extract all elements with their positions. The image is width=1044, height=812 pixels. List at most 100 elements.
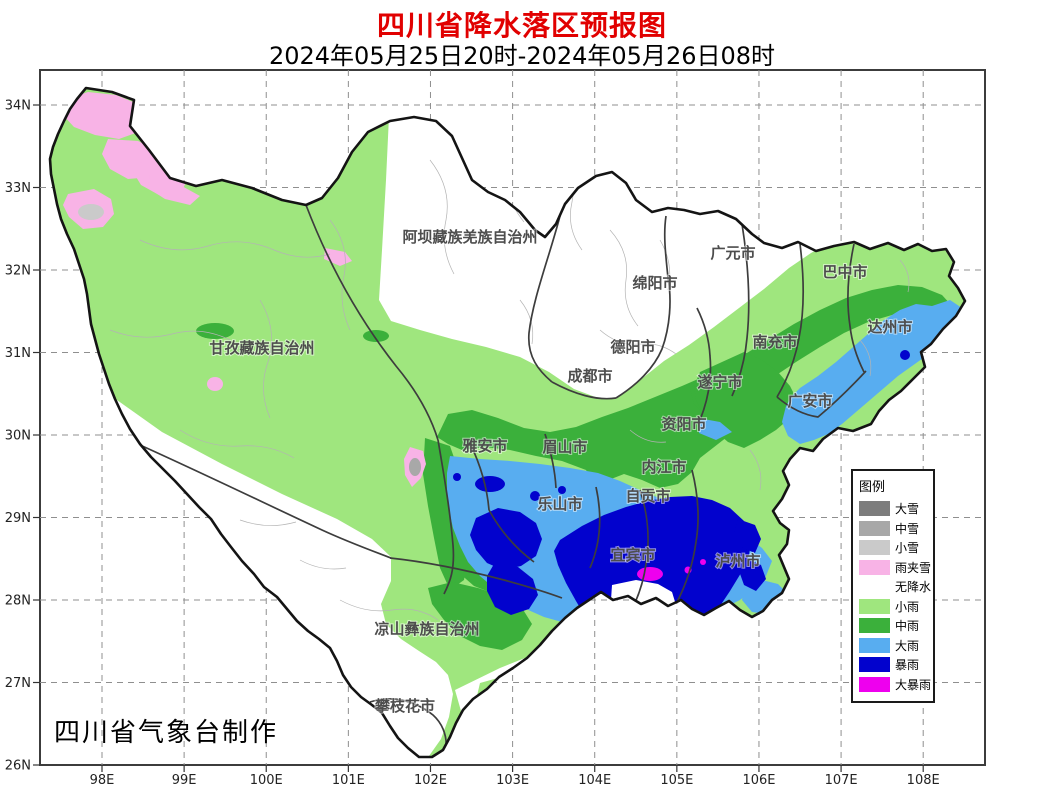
- longitude-label: 102E: [414, 773, 447, 788]
- city-label: 泸州市: [715, 552, 760, 570]
- rainstorm-spot: [558, 486, 566, 494]
- moderate-rain-spot: [196, 323, 234, 339]
- sleet-nw-1: [61, 92, 149, 139]
- city-label: 自贡市: [625, 487, 670, 505]
- city-label: 内江市: [641, 458, 686, 476]
- longitude-label: 105E: [660, 773, 693, 788]
- city-label: 阿坝藏族羌族自治州: [402, 228, 537, 246]
- latitude-label: 28N: [5, 594, 31, 609]
- axis-labels: 98E 99E 100E 101E 102E 103E 104E 105E 106E 107E 10…: [5, 99, 940, 789]
- credit-text: 四川省气象台制作: [54, 718, 279, 748]
- light-snow-patch: [78, 204, 104, 220]
- city-label: 攀枝花市: [374, 697, 435, 715]
- city-label: 南充市: [752, 333, 797, 351]
- legend-color-swatch: [859, 618, 890, 634]
- legend-item-label: 雨夹雪: [895, 560, 932, 575]
- legend-item: 大暴雨: [859, 675, 933, 695]
- city-label: 甘孜藏族自治州: [209, 339, 314, 357]
- legend-item: 雨夹雪: [859, 558, 933, 578]
- legend-color-swatch: [859, 598, 890, 614]
- city-label: 资阳市: [661, 415, 706, 433]
- legend-title: 图例: [859, 480, 886, 495]
- legend-item: 小雨: [859, 597, 933, 617]
- city-label: 达州市: [867, 318, 912, 336]
- city-label: 巴中市: [822, 263, 867, 281]
- rainstorm-spot: [475, 476, 505, 492]
- legend-item: 暴雨: [859, 655, 933, 675]
- legend-item: 中雨: [859, 616, 933, 636]
- legend-item-label: 中雨: [895, 619, 920, 634]
- latitude-label: 33N: [5, 181, 31, 196]
- longitude-label: 100E: [250, 773, 283, 788]
- rainstorm-luzhou-s: [739, 559, 766, 591]
- city-label: 成都市: [567, 367, 612, 385]
- page-title: 四川省降水落区预报图: [376, 9, 667, 42]
- forecast-time-range: 2024年05月25日20时-2024年05月26日08时: [268, 42, 776, 70]
- rainstorm-west-arm: [487, 564, 538, 615]
- legend-item-label: 小雪: [895, 541, 920, 556]
- rainstorm-spot: [530, 491, 540, 501]
- legend-item-label: 小雨: [895, 599, 920, 614]
- city-label: 凉山彝族自治州: [374, 620, 479, 638]
- latitude-label: 31N: [5, 346, 31, 361]
- legend-panel: 图例 大雪中雪小雪雨夹雪无降水小雨中雨大雨暴雨大暴雨: [851, 469, 935, 703]
- longitude-label: 101E: [332, 773, 365, 788]
- legend-item-label: 暴雨: [895, 658, 920, 673]
- legend-item: 无降水: [859, 577, 933, 597]
- legend-item: 大雪: [859, 499, 933, 519]
- sleet-small: [207, 377, 223, 391]
- city-label: 宜宾市: [610, 546, 655, 564]
- city-label: 广安市: [787, 392, 832, 410]
- latitude-label: 27N: [5, 676, 31, 691]
- sleet-nw-4: [148, 175, 200, 205]
- legend-item: 小雪: [859, 538, 933, 558]
- legend-item-label: 大雪: [895, 502, 920, 517]
- legend-color-swatch: [859, 501, 890, 517]
- legend-color-swatch: [859, 637, 890, 653]
- legend-color-swatch: [859, 540, 890, 556]
- latitude-label: 26N: [5, 759, 31, 774]
- legend-item: 中雪: [859, 519, 933, 539]
- moderate-rain-spot: [363, 330, 389, 342]
- city-label: 雅安市: [461, 437, 507, 455]
- city-label: 乐山市: [537, 495, 582, 513]
- latitude-label: 34N: [5, 99, 31, 114]
- rainstorm-luzhou: [734, 519, 761, 553]
- longitude-label: 98E: [90, 773, 115, 788]
- moderate-snow-patch: [409, 458, 421, 476]
- city-label: 广元市: [710, 244, 755, 262]
- rainstorm-spot: [453, 473, 461, 481]
- prefecture-boundaries: [139, 204, 867, 748]
- legend-item-label: 无降水: [895, 580, 932, 595]
- latitude-label: 29N: [5, 511, 31, 526]
- moderate-rain-central-band: [437, 376, 736, 488]
- legend-item: 大雨: [859, 636, 933, 656]
- legend-color-swatch: [859, 559, 890, 575]
- longitude-label: 107E: [825, 773, 858, 788]
- latitude-label: 30N: [5, 429, 31, 444]
- legend-item-label: 中雪: [895, 521, 920, 536]
- legend-item-label: 大暴雨: [895, 677, 932, 692]
- longitude-label: 99E: [172, 773, 197, 788]
- heavy-rainstorm-dot: [700, 559, 706, 565]
- heavy-rain-ziyang-patch: [698, 418, 732, 440]
- longitude-label: 103E: [496, 773, 529, 788]
- legend-color-swatch: [859, 520, 890, 536]
- latitude-label: 32N: [5, 264, 31, 279]
- city-label: 绵阳市: [632, 274, 677, 292]
- city-label: 遂宁市: [697, 373, 742, 391]
- legend-item-label: 大雨: [895, 638, 920, 653]
- legend-color-swatch: [859, 676, 890, 692]
- longitude-label: 108E: [907, 773, 940, 788]
- longitude-label: 104E: [578, 773, 611, 788]
- city-label: 德阳市: [610, 338, 655, 356]
- city-label: 眉山市: [542, 438, 587, 456]
- longitude-label: 106E: [742, 773, 775, 788]
- legend-color-swatch: [859, 579, 890, 595]
- heavy-rain-ne: [782, 300, 962, 444]
- legend-color-swatch: [859, 657, 890, 673]
- rainstorm-dot-dazhou: [900, 350, 910, 360]
